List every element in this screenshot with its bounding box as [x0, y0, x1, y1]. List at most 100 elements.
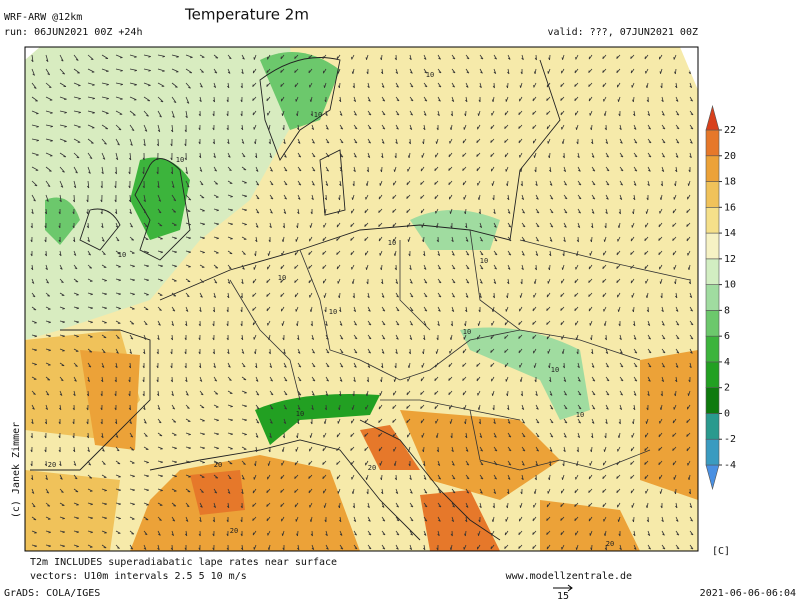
wind-arrow	[101, 432, 104, 439]
wind-arrow	[45, 124, 54, 128]
wind-arrow	[101, 544, 107, 549]
wind-arrow	[308, 488, 313, 494]
wind-arrow	[171, 54, 179, 58]
wind-arrow	[521, 404, 525, 411]
wind-arrow	[490, 124, 495, 130]
wind-arrow	[616, 54, 621, 59]
wind-arrow	[45, 376, 51, 381]
wind-arrow	[364, 236, 369, 242]
wind-arrow	[422, 348, 425, 355]
wind-arrow	[308, 460, 313, 466]
wind-arrow	[660, 180, 663, 187]
wind-arrow	[602, 68, 607, 73]
wind-arrow	[269, 194, 274, 200]
wind-arrow	[602, 502, 607, 508]
wind-arrow	[420, 404, 425, 410]
wind-arrow	[687, 54, 691, 61]
wind-arrow	[675, 362, 679, 368]
wind-arrow	[689, 152, 692, 159]
wind-arrow	[602, 82, 607, 88]
wind-arrow	[59, 180, 64, 188]
wind-arrow	[31, 348, 38, 352]
wind-arrow	[563, 236, 566, 243]
wind-arrow	[87, 82, 95, 86]
wind-arrow	[590, 222, 594, 229]
wind-arrow	[157, 236, 163, 240]
wind-arrow	[504, 334, 509, 340]
wind-arrow	[365, 54, 369, 60]
wind-arrow	[563, 180, 568, 186]
wind-arrow	[451, 488, 456, 494]
wind-arrow	[58, 236, 61, 243]
wind-arrow	[507, 208, 511, 214]
wind-arrow	[44, 432, 47, 439]
wind-arrow	[479, 236, 484, 242]
wind-arrow	[423, 278, 428, 284]
wind-arrow	[143, 124, 148, 132]
wind-arrow	[185, 54, 193, 59]
wind-arrow	[267, 320, 271, 326]
colorbar-tick-label: -2	[724, 434, 736, 445]
wind-arrow	[661, 124, 666, 130]
wind-arrow	[31, 278, 35, 284]
wind-arrow	[575, 110, 579, 116]
wind-arrow	[465, 446, 469, 452]
wind-arrow	[171, 208, 177, 213]
wind-arrow	[521, 194, 525, 201]
wind-arrow	[226, 320, 229, 327]
wind-arrow	[129, 110, 136, 116]
wind-arrow	[451, 460, 455, 466]
wind-arrow	[45, 390, 50, 396]
wind-arrow	[507, 460, 512, 466]
wind-arrow	[479, 264, 484, 270]
wind-arrow	[45, 110, 53, 114]
wind-arrow	[157, 194, 162, 202]
wind-arrow	[451, 516, 455, 523]
wind-arrow	[252, 502, 257, 508]
wind-arrow	[688, 167, 691, 173]
wind-arrow	[213, 180, 219, 185]
wind-arrow	[59, 516, 65, 520]
wind-arrow	[605, 418, 608, 425]
wind-arrow	[688, 376, 691, 383]
wind-arrow	[241, 376, 247, 381]
wind-arrow	[534, 474, 537, 481]
wind-arrow	[632, 320, 636, 327]
wind-arrow	[673, 474, 677, 480]
wind-arrow	[518, 544, 523, 549]
wind-arrow	[616, 264, 621, 269]
wind-arrow	[590, 334, 593, 341]
wind-arrow	[280, 292, 285, 298]
wind-arrow	[353, 544, 358, 550]
wind-arrow	[213, 82, 217, 88]
wind-arrow	[241, 138, 245, 144]
wind-arrow	[450, 433, 453, 439]
wind-arrow	[437, 306, 441, 312]
wind-arrow	[280, 68, 285, 73]
wind-arrow	[448, 362, 453, 368]
wind-arrow	[324, 404, 327, 411]
wind-arrow	[294, 292, 299, 298]
wind-arrow	[366, 166, 369, 173]
wind-arrow	[73, 264, 78, 270]
wind-arrow	[73, 152, 80, 159]
wind-arrow	[199, 404, 205, 409]
wind-arrow	[73, 166, 78, 174]
wind-arrow	[115, 82, 124, 86]
hot-zone	[190, 470, 245, 515]
wind-arrow	[605, 376, 610, 382]
wind-arrow	[226, 96, 229, 103]
wind-arrow	[407, 432, 411, 438]
wind-arrow	[171, 488, 177, 492]
wind-arrow	[367, 110, 372, 116]
wind-arrow	[212, 124, 215, 131]
wind-arrow	[157, 516, 162, 521]
wind-arrow	[129, 432, 134, 438]
wind-arrow	[100, 194, 103, 203]
wind-arrow	[519, 306, 523, 312]
wind-arrow	[73, 306, 80, 310]
wind-arrow	[213, 264, 219, 269]
wind-arrow	[409, 124, 413, 131]
wind-arrow	[72, 433, 75, 439]
wind-arrow	[603, 446, 607, 452]
